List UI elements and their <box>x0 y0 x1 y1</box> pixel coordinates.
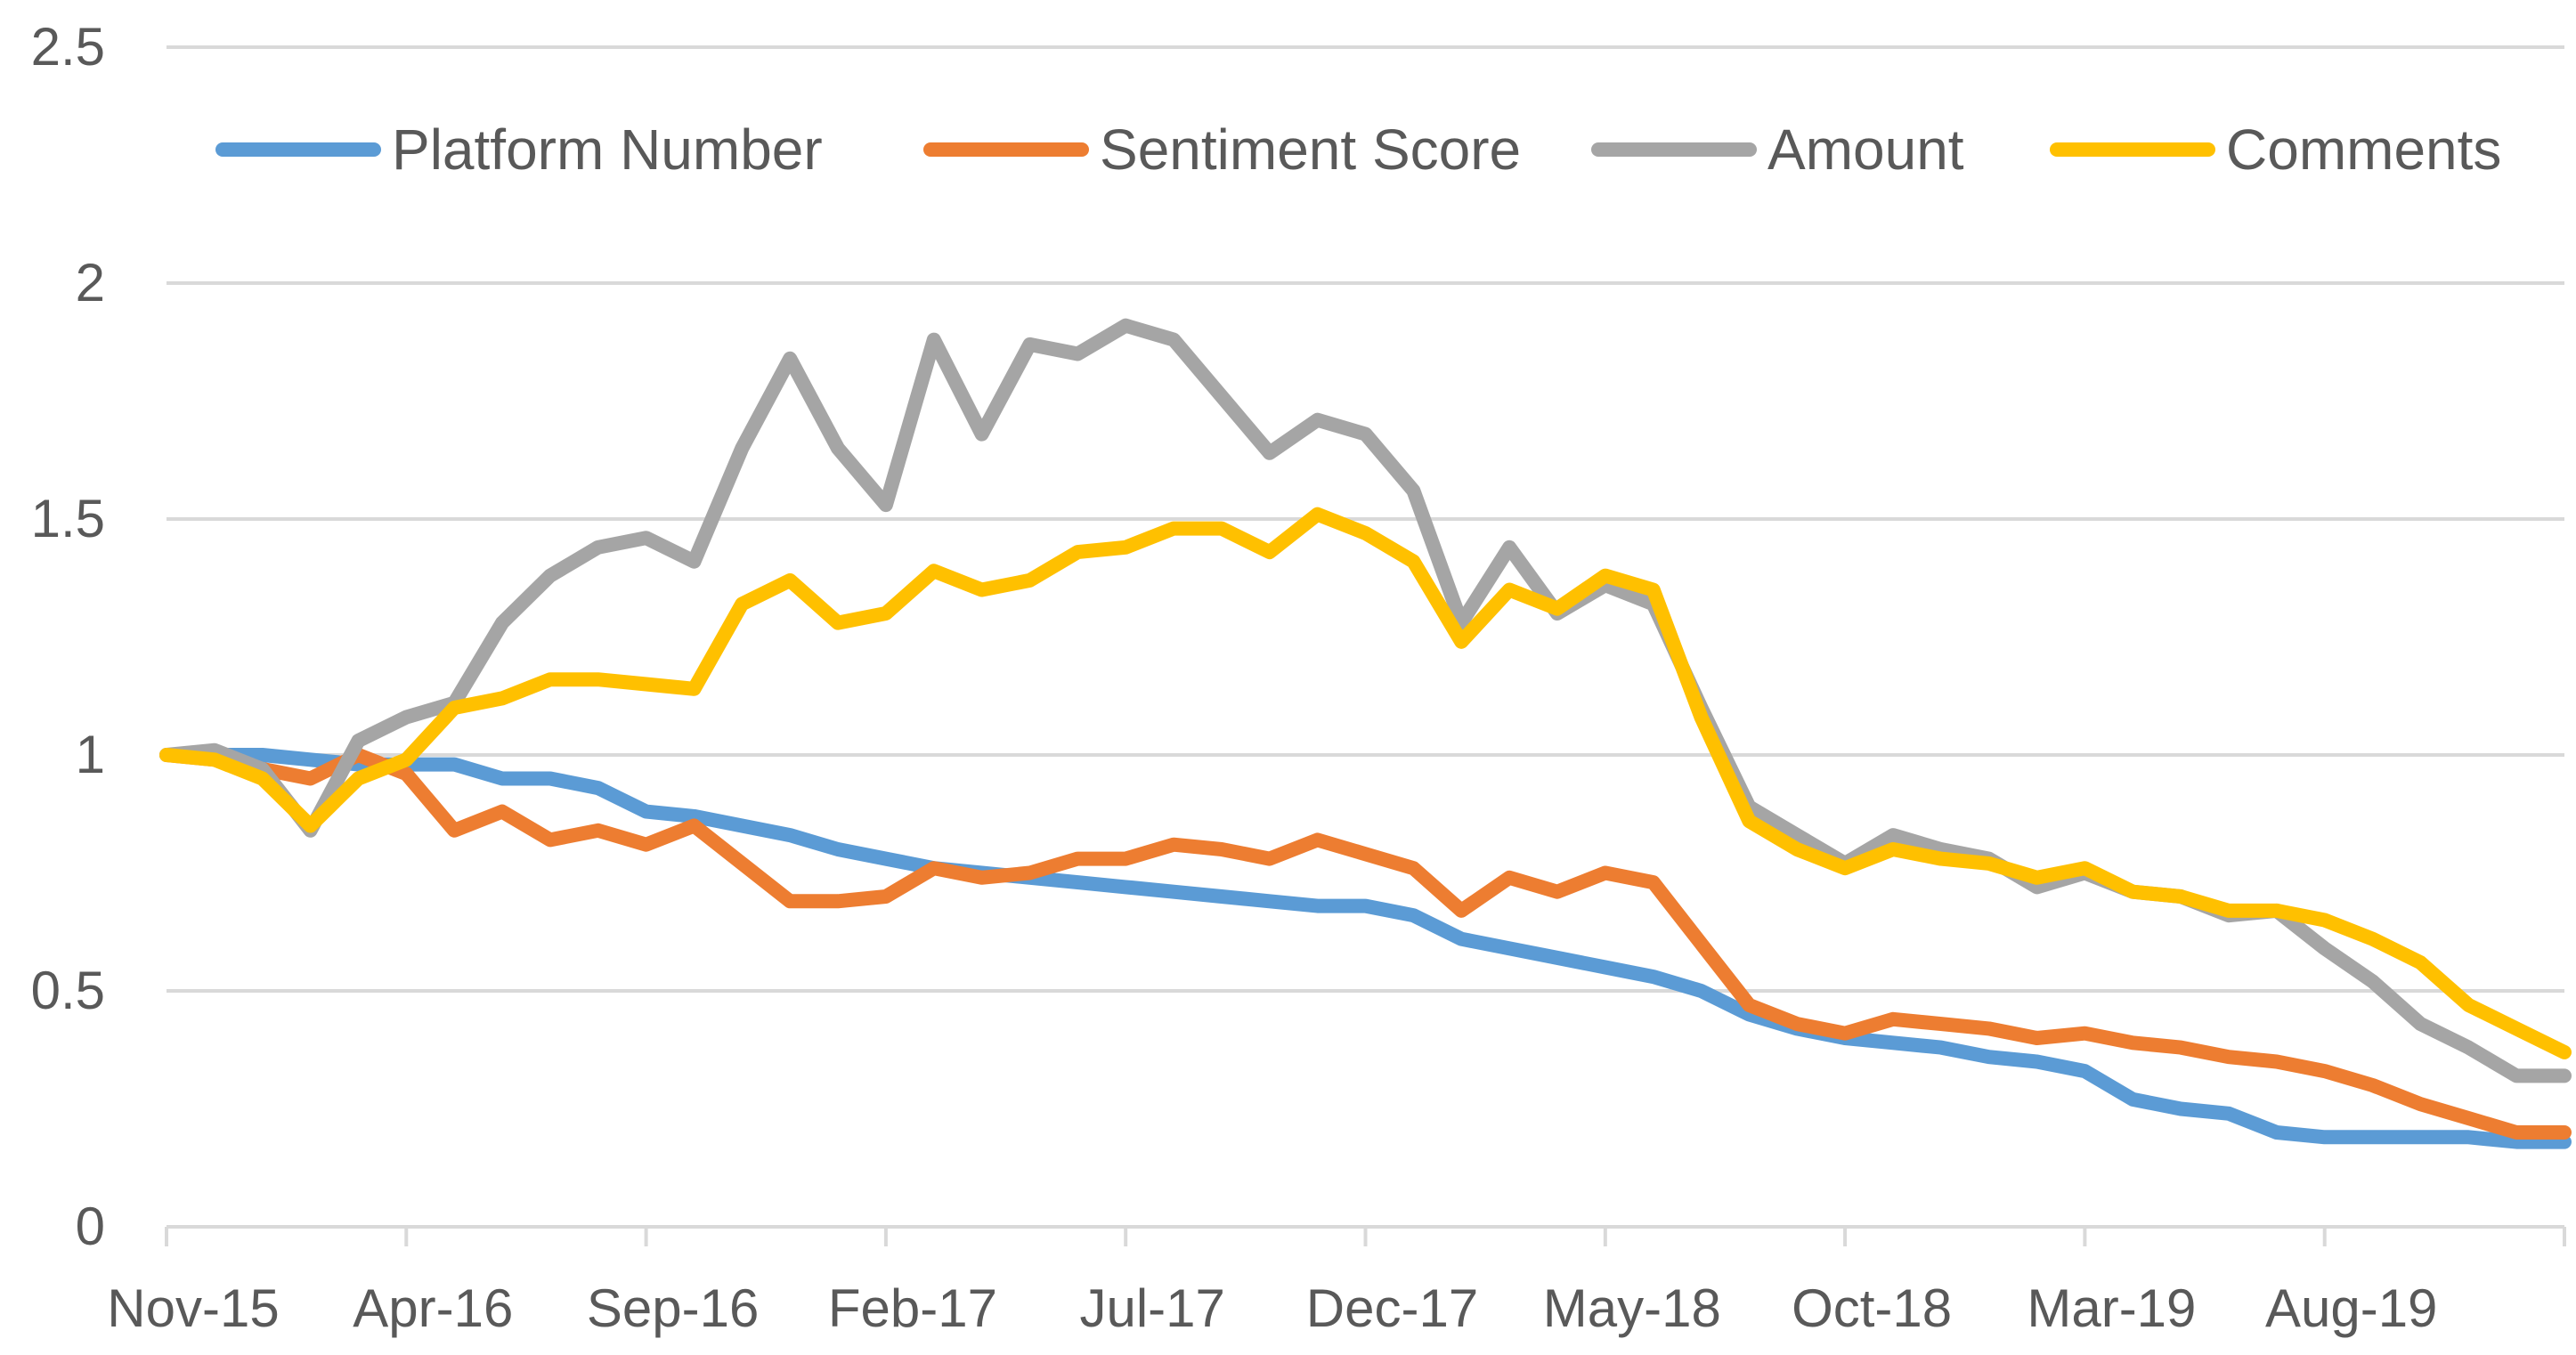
gridlines <box>167 45 2564 993</box>
axes: 0 0.5 1 1.5 2 2.5 Nov-15 Apr-16 Sep-16 Feb-17 Jul-… <box>31 17 2566 1338</box>
x-tick-label: Aug-19 <box>2265 1278 2437 1338</box>
x-tick-label: Feb-17 <box>828 1278 997 1338</box>
x-tick-label: Nov-15 <box>107 1278 279 1338</box>
series-line-platform-number <box>159 748 2572 1149</box>
series-lines <box>159 318 2572 1149</box>
y-tick-label: 0.5 <box>31 961 105 1020</box>
legend-label: Comments <box>2226 118 2501 182</box>
legend-item-amount: Amount <box>1591 118 1964 182</box>
y-tick-label: 1 <box>76 725 105 784</box>
x-tick-label: May-18 <box>1543 1278 1721 1338</box>
legend-item-sentiment-score: Sentiment Score <box>923 118 1521 182</box>
x-tick-label: Dec-17 <box>1306 1278 1478 1338</box>
x-tick-label: Jul-17 <box>1079 1278 1224 1338</box>
x-tick-label: Mar-19 <box>2027 1278 2196 1338</box>
y-tick-label: 0 <box>76 1197 105 1256</box>
legend: Platform Number Sentiment Score Amount Comm… <box>215 118 2501 182</box>
x-tick-label: Oct-18 <box>1792 1278 1952 1338</box>
legend-item-platform-number: Platform Number <box>215 118 823 182</box>
y-tick-label: 2.5 <box>31 17 105 77</box>
legend-item-comments: Comments <box>2050 118 2501 182</box>
series-line-comments <box>159 507 2572 1059</box>
x-tick-label: Apr-16 <box>353 1278 513 1338</box>
series-line-sentiment-score <box>159 748 2572 1140</box>
legend-label: Amount <box>1767 118 1964 182</box>
x-tick-label: Sep-16 <box>587 1278 759 1338</box>
legend-label: Platform Number <box>392 118 823 182</box>
y-tick-label: 1.5 <box>31 489 105 548</box>
series-line-amount <box>159 318 2572 1083</box>
y-tick-label: 2 <box>76 253 105 312</box>
legend-label: Sentiment Score <box>1100 118 1521 182</box>
